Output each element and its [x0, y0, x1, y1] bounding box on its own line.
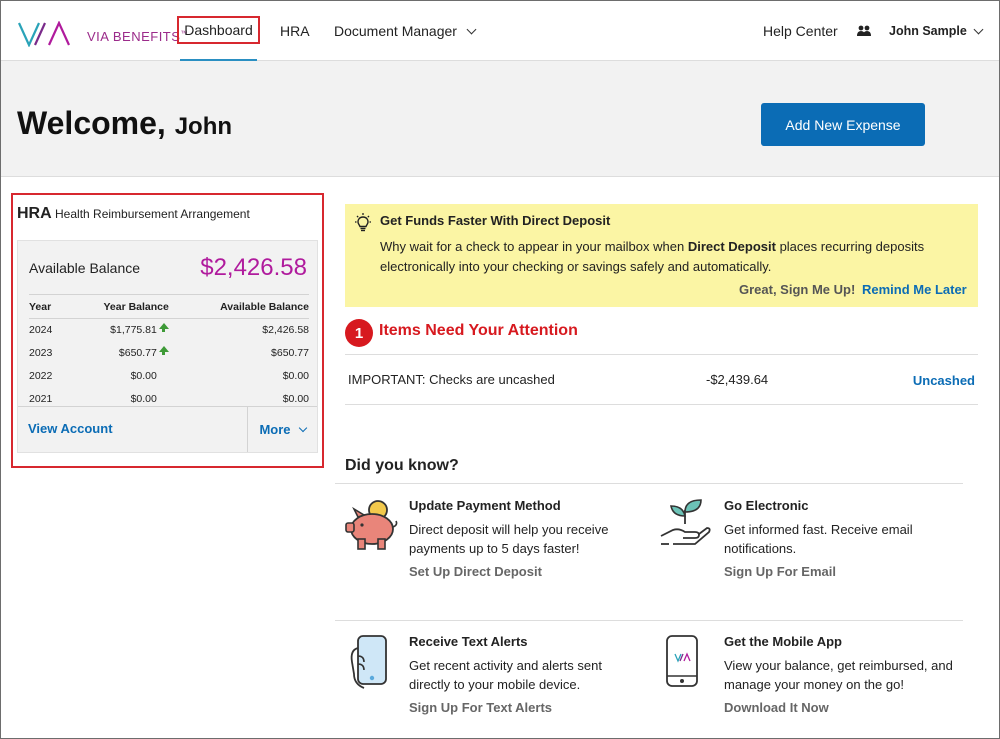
tile-text: Get informed fast. Receive email notific…: [724, 522, 913, 556]
attention-item-description: IMPORTANT: Checks are uncashed: [348, 372, 555, 387]
available-balance-value: $2,426.58: [200, 254, 307, 281]
arrow-up-icon: [158, 346, 169, 355]
logo-text: VIA BENEFITS™: [87, 28, 188, 44]
more-label: More: [259, 422, 291, 437]
tile-text: View your balance, get reimbursed, and m…: [724, 658, 953, 692]
direct-deposit-banner: Get Funds Faster With Direct Deposit Why…: [345, 204, 978, 307]
nav-dashboard-label: Dashboard: [177, 16, 260, 44]
table-row: 2024 $1,775.81 $2,426.58: [29, 323, 309, 337]
nav-dashboard[interactable]: Dashboard: [177, 1, 260, 61]
view-account-link[interactable]: View Account: [28, 421, 113, 436]
nav-document-manager[interactable]: Document Manager: [334, 23, 457, 39]
hand-plant-icon: [660, 499, 711, 545]
column-header-available-balance: Available Balance: [168, 294, 309, 319]
mobile-app-icon: [666, 635, 698, 687]
uncashed-link[interactable]: Uncashed: [912, 373, 975, 388]
available-balance-label: Available Balance: [29, 260, 141, 276]
direct-deposit-title: Get Funds Faster With Direct Deposit: [380, 213, 611, 228]
page-title: Welcome, John: [17, 105, 233, 141]
document-manager-dropdown[interactable]: [460, 1, 477, 61]
table-row: 2022 $0.00 $0.00: [29, 370, 309, 382]
attention-title: Items Need Your Attention: [379, 322, 578, 339]
nav-help-center[interactable]: Help Center: [763, 23, 838, 39]
logo-mark-icon: [17, 21, 71, 47]
hra-year-table: Year Year Balance Available Balance 2024…: [29, 294, 309, 411]
lightbulb-icon: [355, 213, 371, 232]
chevron-down-icon: [298, 423, 307, 432]
sign-up-for-text-alerts-link[interactable]: Sign Up For Text Alerts: [409, 700, 553, 715]
download-it-now-link[interactable]: Download It Now: [724, 700, 829, 715]
arrow-up-icon: [158, 323, 169, 333]
did-you-know-title: Did you know?: [345, 457, 459, 474]
sign-me-up-link[interactable]: Great, Sign Me Up!: [739, 282, 856, 297]
divider: [335, 483, 963, 484]
add-new-expense-button[interactable]: Add New Expense: [761, 103, 925, 146]
divider: [335, 620, 963, 621]
tile-text: Direct deposit will help you receive pay…: [409, 522, 609, 556]
hra-card: HRA Health Reimbursement Arrangement Ava…: [11, 193, 324, 468]
remind-me-later-link[interactable]: Remind Me Later: [862, 282, 967, 297]
column-header-year-balance: Year Balance: [65, 294, 169, 319]
hra-card-footer: View Account More: [18, 406, 317, 452]
welcome-section: Welcome, John Add New Expense: [1, 61, 999, 177]
via-benefits-logo[interactable]: VIA BENEFITS™: [17, 19, 188, 49]
tile-title: Update Payment Method: [409, 498, 561, 513]
nav-hra[interactable]: HRA: [280, 23, 310, 39]
table-row: 2023 $650.77 $650.77: [29, 346, 309, 359]
column-header-year: Year: [29, 294, 66, 319]
table-row: 2021 $0.00 $0.00: [29, 393, 309, 405]
tile-text: Get recent activity and alerts sent dire…: [409, 658, 602, 692]
tile-title: Get the Mobile App: [724, 634, 842, 649]
tile-title: Go Electronic: [724, 498, 809, 513]
chevron-down-icon: [973, 24, 984, 34]
hra-balance-panel: Available Balance $2,426.58 Year Year Ba…: [17, 240, 318, 453]
attention-item-row: IMPORTANT: Checks are uncashed -$2,439.6…: [345, 354, 978, 405]
direct-deposit-text: Why wait for a check to appear in your m…: [380, 239, 925, 274]
user-name: John Sample: [889, 24, 967, 38]
attention-item-amount: -$2,439.64: [706, 372, 769, 387]
set-up-direct-deposit-link[interactable]: Set Up Direct Deposit: [409, 564, 542, 579]
sign-up-for-email-link[interactable]: Sign Up For Email: [724, 564, 836, 579]
user-menu[interactable]: John Sample: [889, 1, 984, 61]
tile-title: Receive Text Alerts: [409, 634, 528, 649]
attention-count-badge: 1: [345, 319, 373, 347]
chevron-down-icon: [466, 24, 477, 34]
piggy-bank-icon: [345, 500, 398, 550]
hra-card-title: HRA Health Reimbursement Arrangement: [17, 205, 250, 222]
hand-phone-icon: [350, 635, 387, 689]
top-navigation: VIA BENEFITS™ Dashboard HRA Document Man…: [1, 1, 999, 61]
more-dropdown[interactable]: More: [247, 407, 317, 452]
users-icon: [857, 1, 871, 61]
